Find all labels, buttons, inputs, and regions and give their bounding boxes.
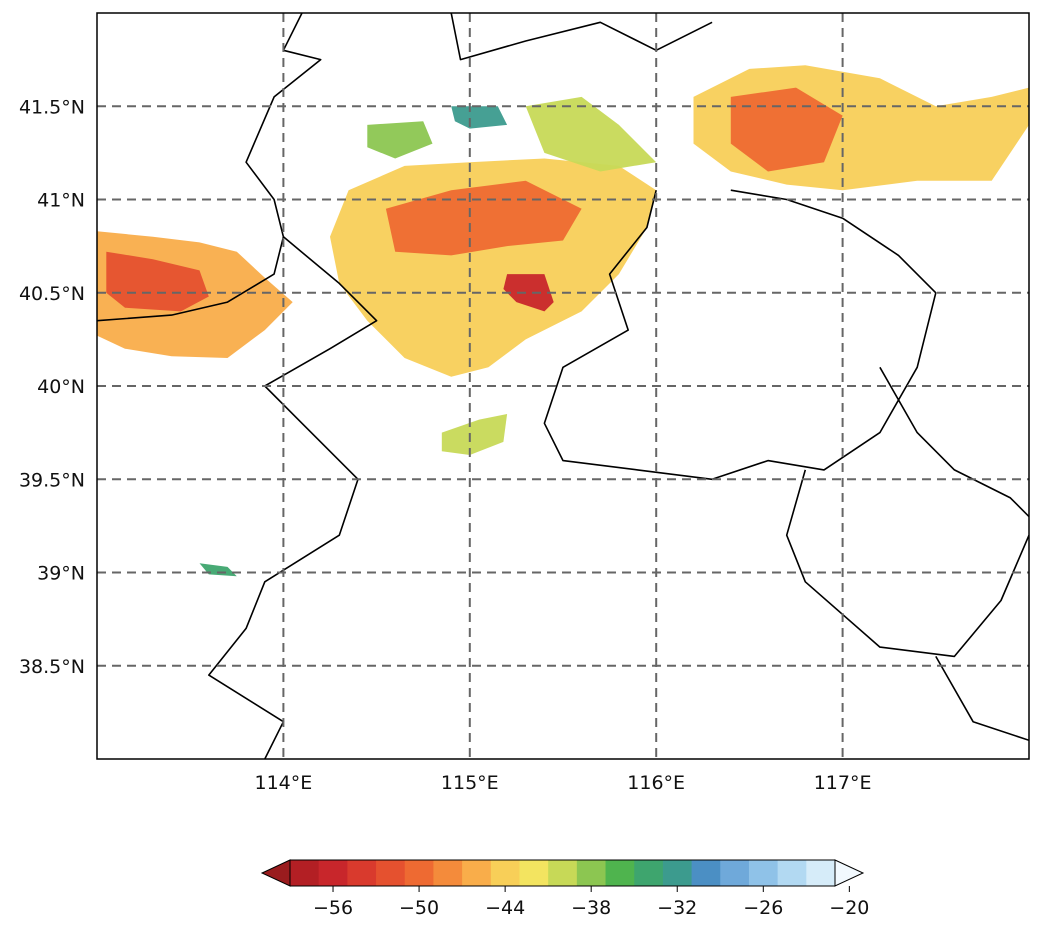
colorbar-swatch (662, 860, 693, 886)
lon-tick-label: 116°E (627, 772, 685, 794)
colorbar-swatch (806, 860, 836, 886)
colorbar-swatch (777, 860, 807, 886)
field-region-blue-fleck-b (199, 563, 237, 577)
colorbar-tick-label: −26 (743, 897, 783, 919)
colorbar-tick-label: −32 (657, 897, 697, 919)
colorbar-tick-label: −20 (829, 897, 869, 919)
boundary-1 (97, 13, 322, 322)
lon-tick-label: 115°E (441, 772, 499, 794)
lat-tick-label: 41.5°N (19, 96, 85, 118)
lat-tick-label: 40°N (37, 376, 85, 398)
colorbar: −56 −50 −44 −38 −32 −26 −20 (260, 859, 869, 919)
colorbar-swatch (318, 860, 348, 886)
colorbar-tick-label: −50 (399, 897, 439, 919)
field-region-north-cell (525, 96, 657, 172)
lat-tick-label: 39°N (37, 563, 85, 585)
colorbar-extend-low (260, 859, 291, 887)
gridlines (97, 13, 1029, 759)
colorbar-swatch (376, 860, 406, 886)
cloud-top-temperature-field (97, 65, 1029, 577)
colorbar-swatch (605, 860, 635, 886)
colorbar-tick-label: −38 (571, 897, 611, 919)
colorbar-tick-label: −44 (485, 897, 525, 919)
lat-tick-label: 39.5°N (19, 469, 85, 491)
boundary-4 (543, 189, 937, 481)
boundary-6 (879, 366, 1029, 518)
colorbar-swatch (576, 860, 607, 886)
field-region-small-cell-south (441, 414, 508, 455)
colorbar-swatch (347, 860, 377, 886)
field-region-northeast-core (730, 87, 843, 172)
field-region-central-peak (503, 274, 554, 312)
colorbar-swatch (748, 860, 779, 886)
latitude-tick-labels: 41.5°N 41°N 40.5°N 40°N 39.5°N 39°N 38.5°N (19, 96, 85, 678)
field-region-blue-fleck-a (451, 106, 508, 129)
colorbar-swatch (720, 860, 750, 886)
boundary-7 (935, 656, 1029, 742)
lon-tick-label: 114°E (255, 772, 313, 794)
lat-tick-label: 38.5°N (19, 656, 85, 678)
colorbar-swatch (519, 860, 549, 886)
boundary-3 (450, 13, 713, 61)
colorbar-swatch (404, 860, 434, 886)
field-region-west-core (106, 251, 209, 312)
colorbar-frame (289, 859, 836, 887)
colorbar-swatch (290, 860, 320, 886)
colorbar-tick-label: −56 (313, 897, 353, 919)
boundary-5 (785, 469, 1029, 658)
map-frame (96, 12, 1030, 760)
field-region-small-cell-north (367, 121, 433, 159)
lat-tick-label: 40.5°N (19, 283, 85, 305)
colorbar-swatch (433, 860, 463, 886)
colorbar-swatch (490, 860, 520, 886)
colorbar-swatch (462, 860, 492, 886)
colorbar-swatch (691, 860, 721, 886)
longitude-tick-labels: 114°E 115°E 116°E 117°E (255, 772, 872, 794)
colorbar-swatch (634, 860, 664, 886)
colorbar-extend-high (834, 859, 865, 887)
lon-tick-label: 117°E (814, 772, 872, 794)
colorbar-swatch (548, 860, 578, 886)
lat-tick-label: 41°N (37, 190, 85, 212)
